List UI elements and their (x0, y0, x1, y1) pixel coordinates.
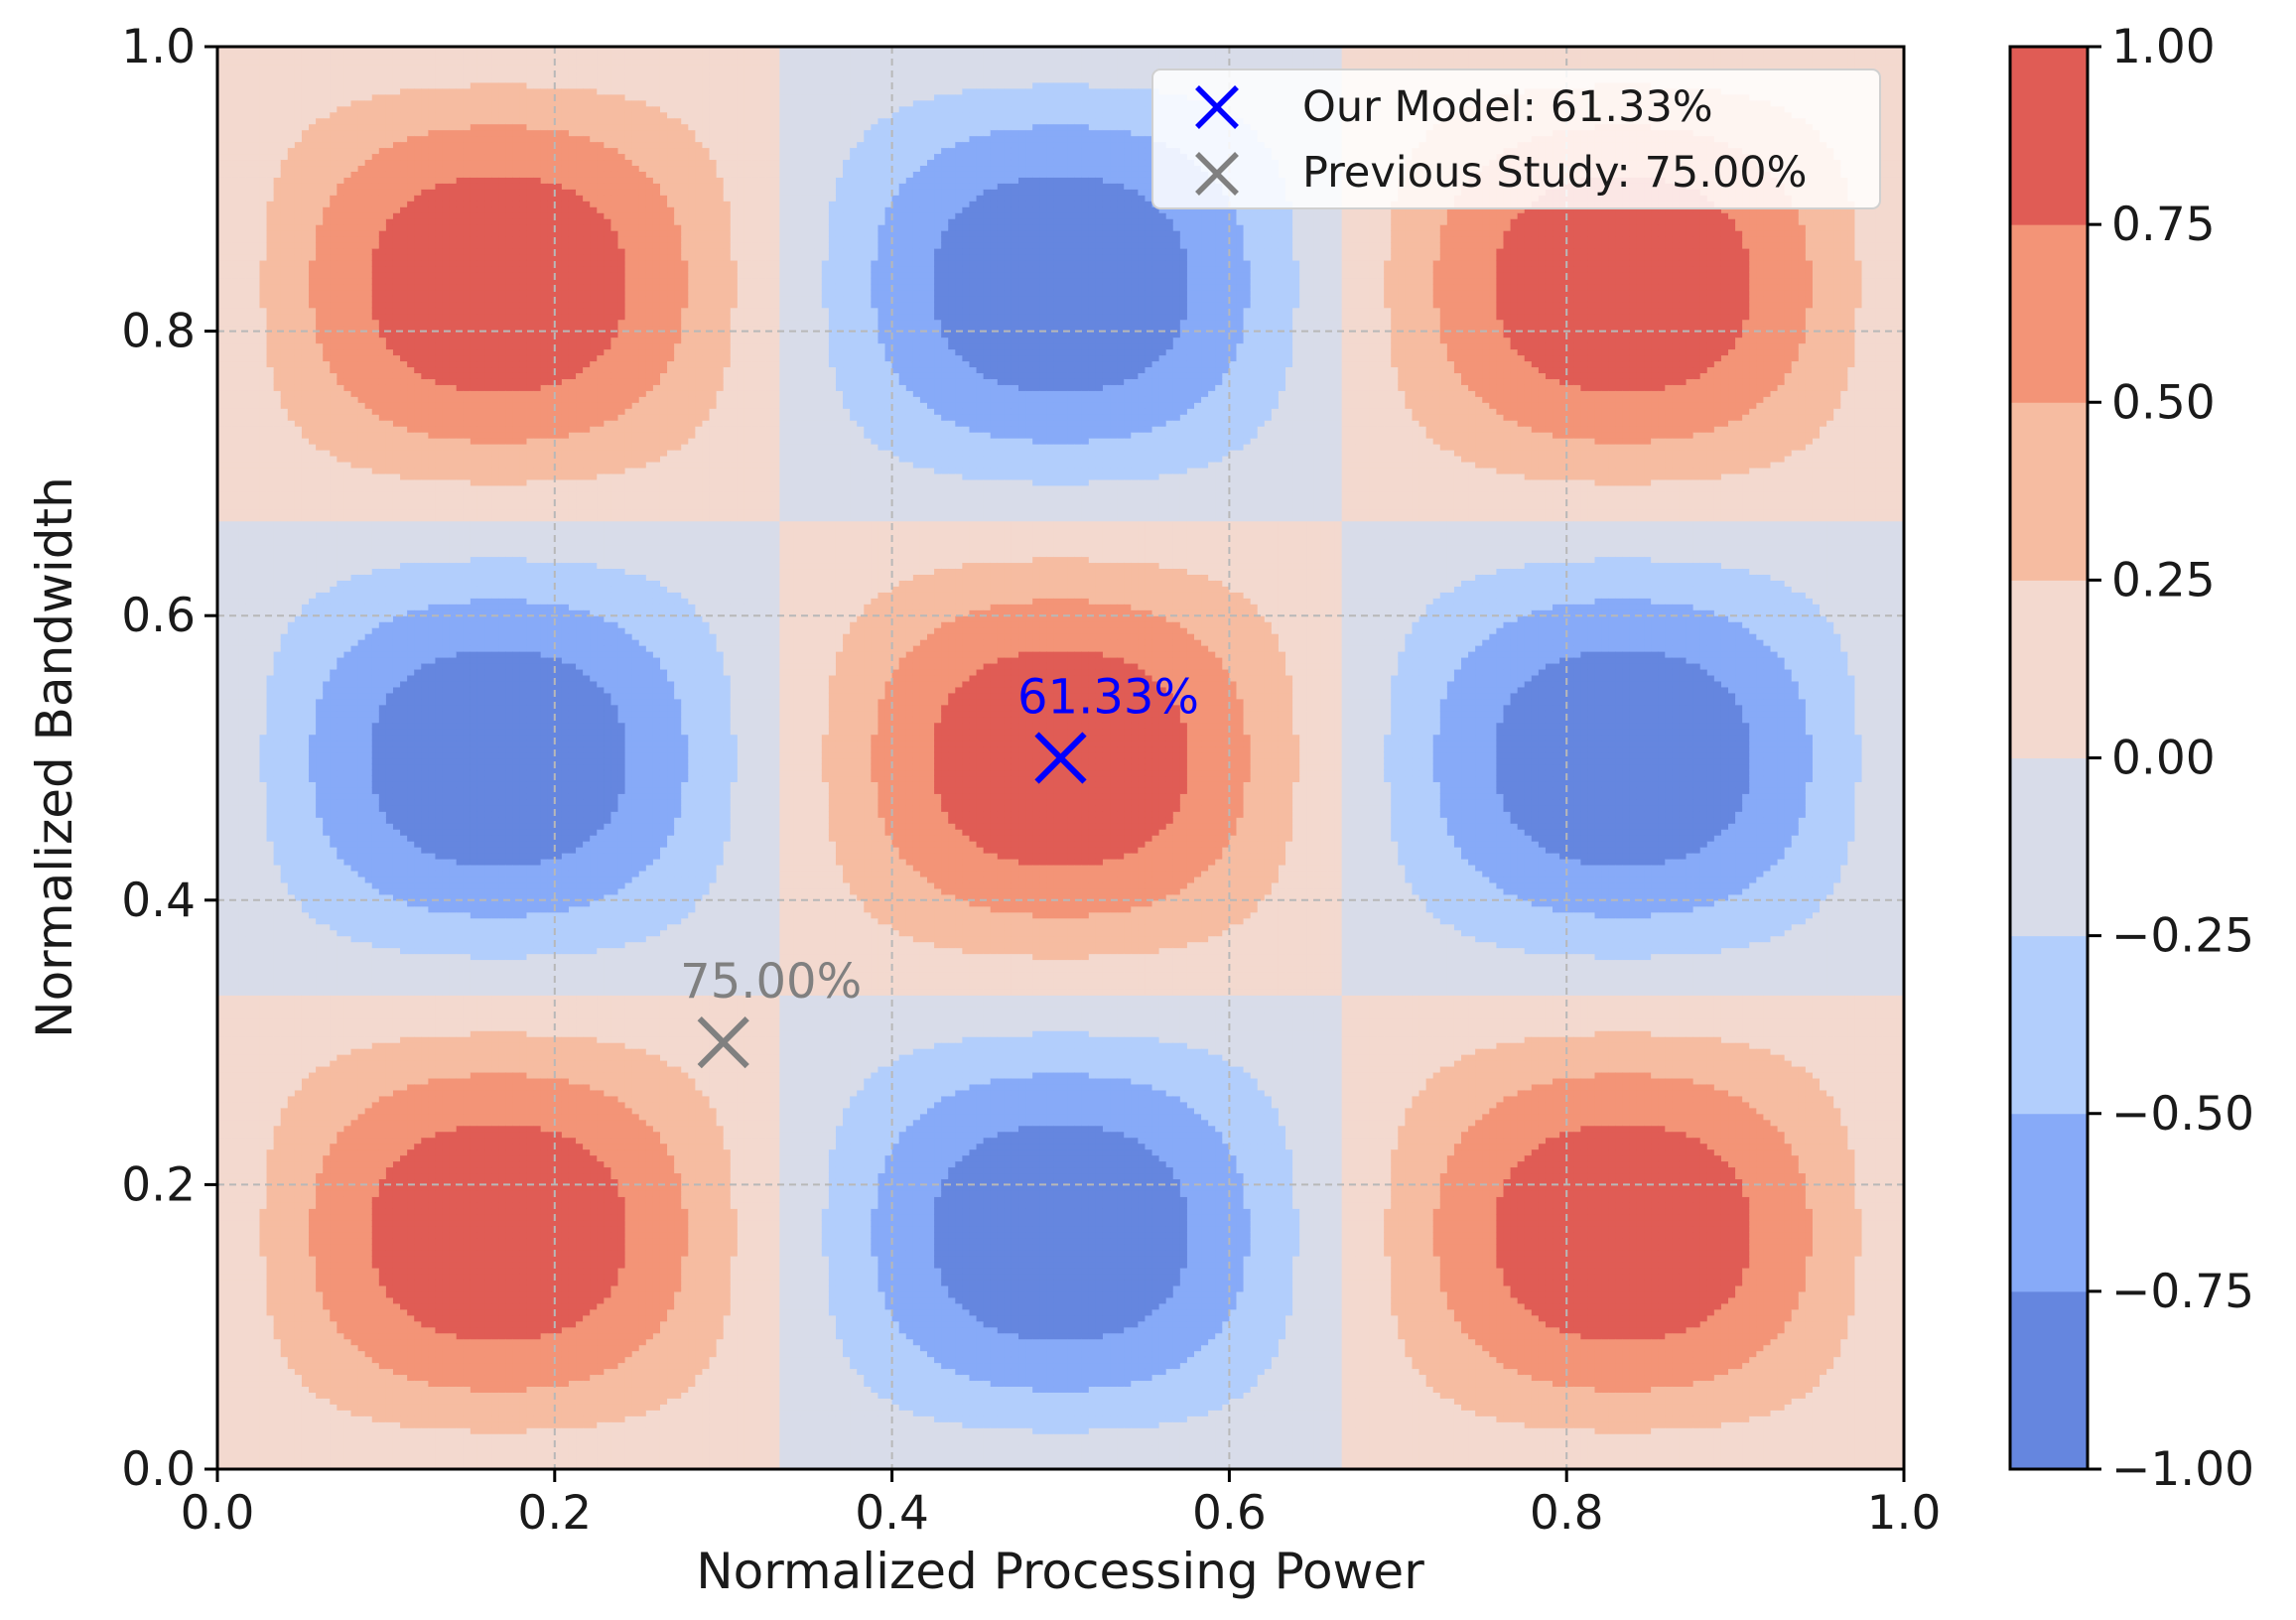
legend-label-our-model: Our Model: 61.33% (1302, 82, 1713, 132)
colorbar-tick-label: −0.25 (2111, 909, 2254, 964)
y-tick-label: 0.2 (121, 1157, 196, 1212)
colorbar-bands (2010, 47, 2088, 1470)
colorbar-tick-label: 1.00 (2111, 20, 2216, 74)
y-axis-label: Normalized Bandwidth (26, 476, 83, 1038)
x-tick-label: 1.0 (1867, 1486, 1942, 1541)
x-tick-label: 0.2 (517, 1486, 592, 1541)
colorbar-tick-label: 0.75 (2111, 198, 2216, 252)
colorbar-tick-label: −0.75 (2111, 1265, 2254, 1319)
x-tick-label: 0.8 (1530, 1486, 1604, 1541)
y-tick-label: 0.8 (121, 305, 196, 359)
colorbar-band (2010, 580, 2088, 758)
legend: Our Model: 61.33% Previous Study: 75.00% (1152, 69, 1880, 208)
data-point-label: 61.33% (1017, 670, 1199, 726)
colorbar-band (2010, 224, 2088, 403)
colorbar-tick-label: −0.50 (2111, 1087, 2254, 1142)
legend-label-previous-study: Previous Study: 75.00% (1302, 148, 1808, 198)
colorbar-tick-label: 0.00 (2111, 732, 2216, 786)
colorbar-band (2010, 758, 2088, 937)
colorbar-tick-label: −1.00 (2111, 1442, 2254, 1497)
x-axis-label: Normalized Processing Power (696, 1543, 1424, 1600)
y-tick-label: 0.0 (121, 1442, 196, 1497)
x-tick-label: 0.6 (1192, 1486, 1267, 1541)
colorbar-band (2010, 1291, 2088, 1470)
colorbar-band (2010, 1114, 2088, 1292)
y-tick-label: 1.0 (121, 20, 196, 74)
colorbar-tick-label: 0.50 (2111, 375, 2216, 430)
colorbar: 1.00 0.75 0.50 0.25 0.00 −0.25 −0.50 −0.75 −1.00 (2010, 20, 2254, 1497)
colorbar-band (2010, 47, 2088, 225)
colorbar-tick-label: 0.25 (2111, 553, 2216, 608)
x-tick-label: 0.4 (855, 1486, 929, 1541)
colorbar-band (2010, 402, 2088, 581)
colorbar-ticks: 1.00 0.75 0.50 0.25 0.00 −0.25 −0.50 −0.75 −1.00 (2088, 20, 2254, 1497)
data-point-label: 75.00% (680, 954, 862, 1010)
y-tick-label: 0.6 (121, 589, 196, 643)
y-tick-label: 0.4 (121, 874, 196, 928)
colorbar-band (2010, 936, 2088, 1115)
